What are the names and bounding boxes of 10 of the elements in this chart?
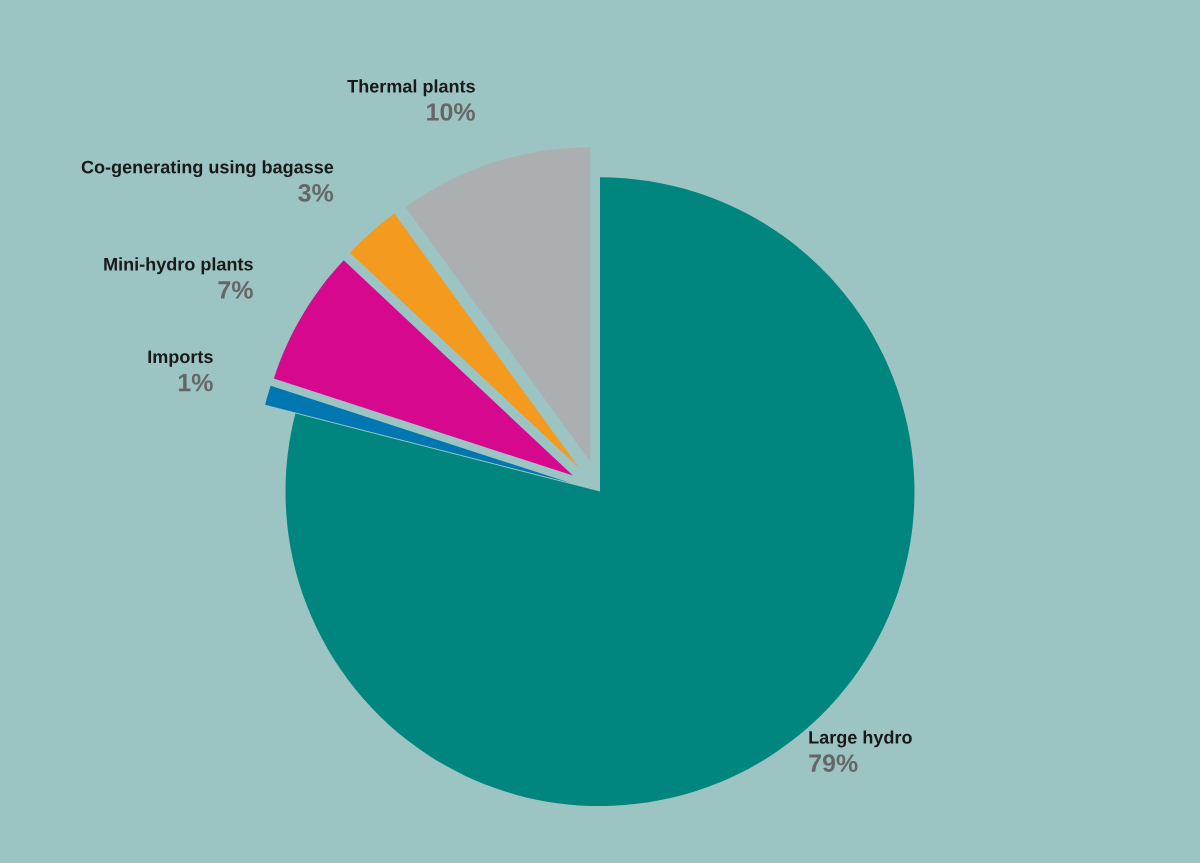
slice-label: Large hydro [809, 730, 912, 748]
data-label: 1% [178, 373, 213, 392]
data-label: 7% [218, 281, 253, 299]
slice-label: Co-generating using bagasse [81, 160, 334, 178]
data-label: 10% [427, 103, 475, 121]
slice-label: Imports [148, 350, 213, 367]
data-label: 79% [809, 754, 858, 773]
slice-label: Thermal plants [347, 79, 475, 97]
slice-label: Mini-hydro plants [104, 257, 253, 275]
data-label: 3% [298, 184, 334, 202]
